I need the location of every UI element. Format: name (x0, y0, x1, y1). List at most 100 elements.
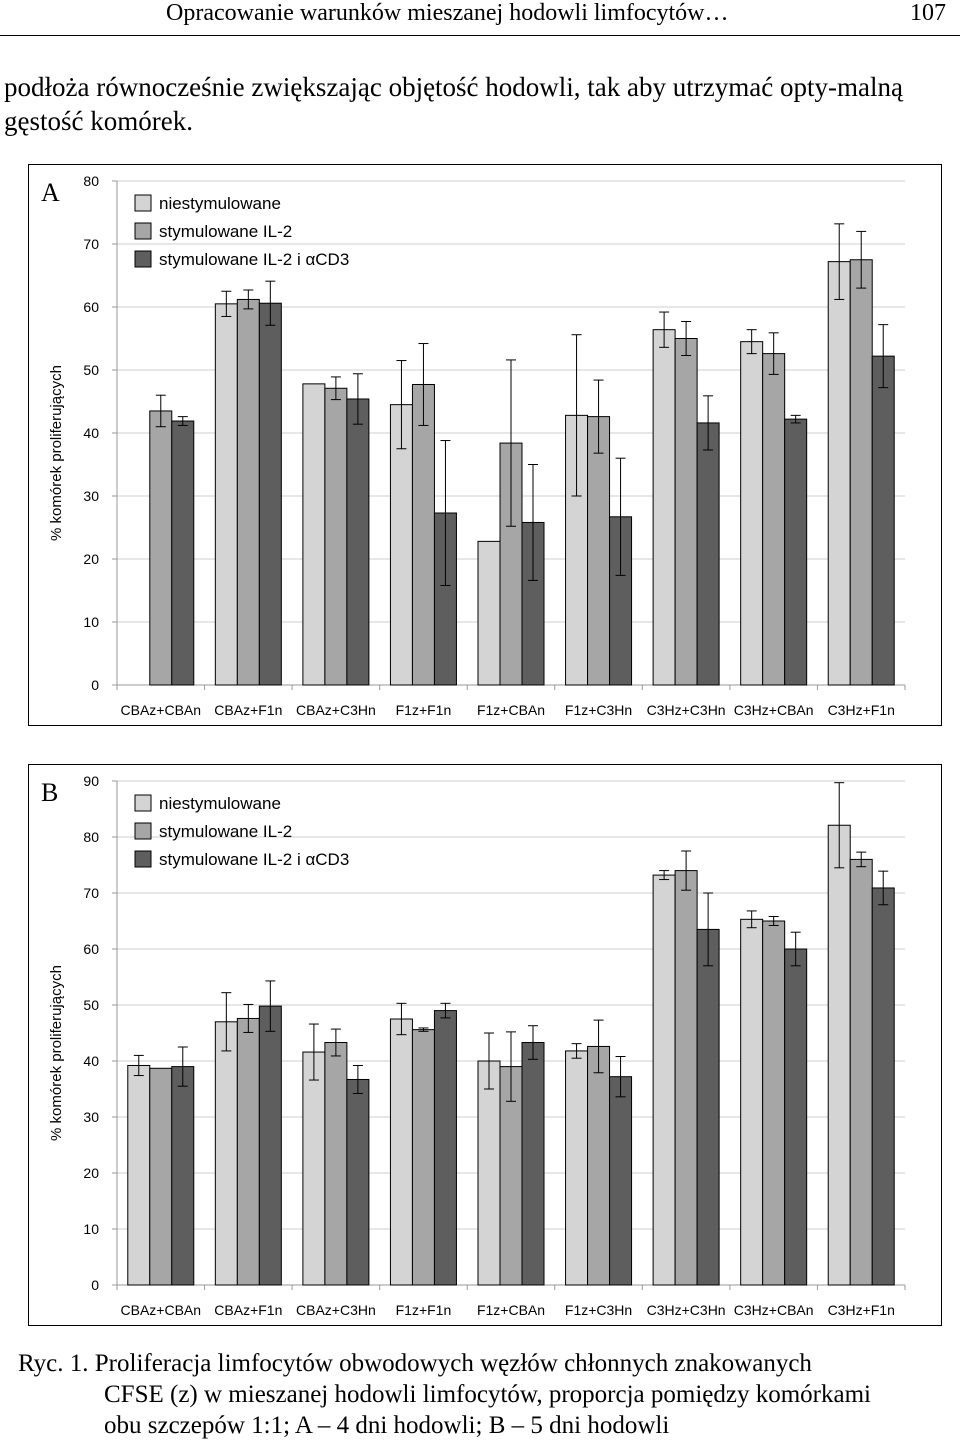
bar (214, 1021, 238, 1286)
x-tick-label: C3Hz+C3Hn (647, 702, 726, 718)
caption-line-2: CFSE (z) w mieszanej hodowli limfocytów,… (104, 1381, 871, 1408)
chart-a-svg: 0 10 20 30 40 50 60 70 80 A % komórek proliferując… (41, 173, 906, 718)
x-tick-label: C3Hz+C3Hn (647, 1302, 726, 1318)
bar (652, 874, 676, 1286)
chart-panel-b: 0 10 20 30 40 50 60 70 80 90 B % komórek proliferuj… (28, 764, 942, 1326)
legend-swatch (134, 194, 152, 212)
y-tick-label: 80 (83, 829, 99, 845)
bar (609, 1076, 633, 1286)
y-tick-label: 60 (83, 299, 99, 315)
y-tick-label: 20 (83, 551, 99, 567)
legend-label: stymulowane IL-2 i αCD3 (159, 250, 349, 269)
x-tick-label: CBAz+CBAn (121, 702, 202, 718)
x-tick-label: F1z+CBAn (477, 702, 545, 718)
bar (849, 858, 873, 1286)
legend-swatch (134, 822, 152, 840)
bar (171, 420, 195, 686)
x-tick-label: C3Hz+CBAn (734, 1302, 814, 1318)
y-tick-label: 90 (83, 773, 99, 789)
bar (871, 355, 895, 686)
bar (587, 416, 611, 686)
panel-letter: B (41, 778, 58, 807)
x-tick-label: CBAz+CBAn (121, 1302, 202, 1318)
y-tick-label: 60 (83, 941, 99, 957)
bar (674, 338, 698, 686)
chart-panel-a: 0 10 20 30 40 50 60 70 80 A % komórek proliferując… (28, 164, 942, 726)
x-tick-label: F1z+CBAn (477, 1302, 545, 1318)
legend-label: niestymulowane (159, 194, 281, 213)
bar (565, 1050, 589, 1286)
x-tick-label: CBAz+F1n (214, 1302, 282, 1318)
y-tick-label: 70 (83, 885, 99, 901)
y-tick-label: 10 (83, 614, 99, 630)
figure-caption: Ryc. 1. Proliferacja limfocytów obwodowy… (18, 1348, 948, 1441)
y-tick-label: 30 (83, 1109, 99, 1125)
panel-letter: A (41, 178, 60, 207)
bar (258, 1005, 282, 1286)
page-number: 107 (910, 0, 946, 26)
legend-label: stymulowane IL-2 (159, 822, 292, 841)
x-tick-label: CBAz+C3Hn (296, 1302, 376, 1318)
y-tick-label: 0 (91, 677, 99, 693)
bar (477, 540, 501, 686)
bar (477, 1060, 501, 1286)
x-tick-label: F1z+F1n (396, 702, 452, 718)
bar (784, 418, 808, 686)
bar (784, 948, 808, 1286)
y-tick-label: 80 (83, 173, 99, 189)
bar (302, 383, 326, 686)
bar (652, 329, 676, 686)
bar (433, 1010, 457, 1286)
x-tick-label: C3Hz+F1n (828, 702, 895, 718)
x-tick-label: F1z+F1n (396, 1302, 452, 1318)
y-tick-label: 0 (91, 1277, 99, 1293)
y-axis-title: % komórek proliferujących (48, 965, 65, 1141)
y-tick-label: 50 (83, 997, 99, 1013)
bar (389, 1018, 413, 1286)
legend-swatch (134, 250, 152, 268)
bar (521, 1042, 545, 1286)
y-axis-title: % komórek proliferujących (48, 365, 65, 541)
bar (214, 303, 238, 686)
body-paragraph: podłoża równocześnie zwiększając objętoś… (4, 72, 903, 136)
bar (346, 398, 370, 686)
bar (171, 1066, 195, 1286)
caption-line-3: obu szczepów 1:1; A – 4 dni hodowli; B –… (104, 1412, 670, 1439)
y-tick-label: 50 (83, 362, 99, 378)
y-tick-label: 70 (83, 236, 99, 252)
legend-swatch (134, 850, 152, 868)
bar (411, 1029, 435, 1286)
bar (324, 1042, 348, 1286)
legend-swatch (134, 794, 152, 812)
bar (258, 302, 282, 686)
bar (236, 298, 260, 686)
y-tick-label: 40 (83, 1053, 99, 1069)
bar (827, 261, 851, 686)
running-title: Opracowanie warunków mieszanej hodowli l… (166, 0, 729, 26)
legend-swatch (134, 222, 152, 240)
bar (696, 928, 720, 1286)
bar (411, 383, 435, 686)
bar (236, 1017, 260, 1286)
bar (149, 1067, 173, 1286)
y-tick-label: 10 (83, 1221, 99, 1237)
bar (740, 341, 764, 686)
x-tick-label: F1z+C3Hn (565, 1302, 632, 1318)
bar (762, 353, 786, 686)
bar (324, 387, 348, 686)
y-tick-label: 30 (83, 488, 99, 504)
y-tick-label: 20 (83, 1165, 99, 1181)
x-tick-label: C3Hz+F1n (828, 1302, 895, 1318)
bar (346, 1078, 370, 1286)
bar (827, 824, 851, 1286)
bar (762, 920, 786, 1286)
bar (587, 1045, 611, 1286)
x-tick-label: CBAz+F1n (214, 702, 282, 718)
x-tick-label: CBAz+C3Hn (296, 702, 376, 718)
y-tick-label: 40 (83, 425, 99, 441)
bar (696, 422, 720, 686)
legend-label: niestymulowane (159, 794, 281, 813)
bar (871, 887, 895, 1286)
x-tick-label: C3Hz+CBAn (734, 702, 814, 718)
running-head: Opracowanie warunków mieszanej hodowli l… (0, 0, 960, 36)
